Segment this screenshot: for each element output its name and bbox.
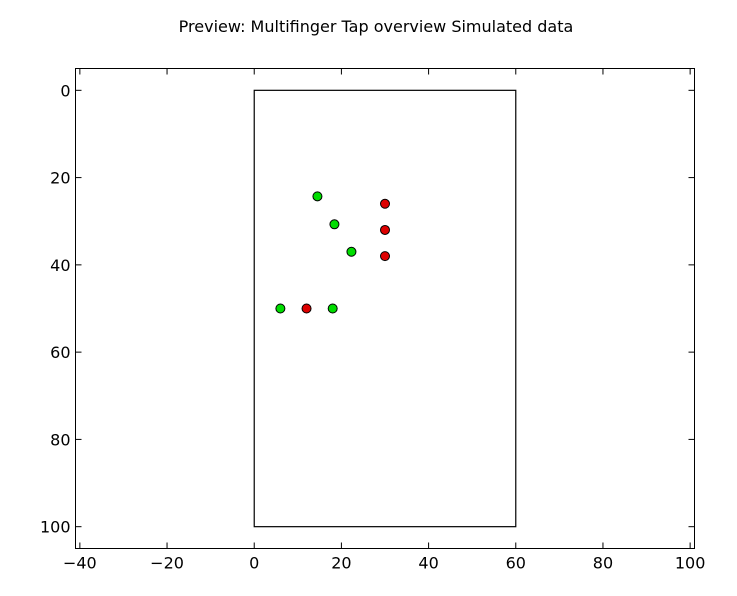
data-point-series0-1	[329, 219, 340, 230]
y-tick-label: 80	[50, 430, 70, 449]
data-point-series0-4	[327, 303, 338, 314]
data-point-series0-3	[275, 303, 286, 314]
x-tick-label: −40	[63, 554, 97, 573]
x-tick-label: 60	[506, 554, 526, 573]
axes-frame	[75, 68, 695, 549]
data-point-series0-2	[346, 246, 357, 257]
x-tick-label: 80	[593, 554, 613, 573]
chart-title: Preview: Multifinger Tap overview Simula…	[178, 17, 574, 36]
data-point-series1-1	[380, 224, 390, 235]
y-tick-label: 60	[50, 343, 70, 362]
y-tick-label: 40	[50, 256, 70, 275]
x-tick-label: −20	[150, 554, 184, 573]
y-tick-label: 20	[50, 169, 70, 188]
x-tick-label: 20	[331, 554, 351, 573]
x-tick-label: 0	[249, 554, 259, 573]
data-point-series0-0	[312, 191, 323, 202]
data-point-series1-3	[301, 303, 312, 314]
x-tick-label: 40	[418, 554, 438, 573]
y-tick-label: 0	[60, 81, 70, 100]
touch-surface-outline	[253, 89, 517, 528]
data-point-series1-2	[380, 251, 390, 262]
data-point-series1-0	[380, 198, 390, 209]
x-tick-label: 100	[675, 554, 706, 573]
y-tick-label: 100	[40, 518, 71, 537]
